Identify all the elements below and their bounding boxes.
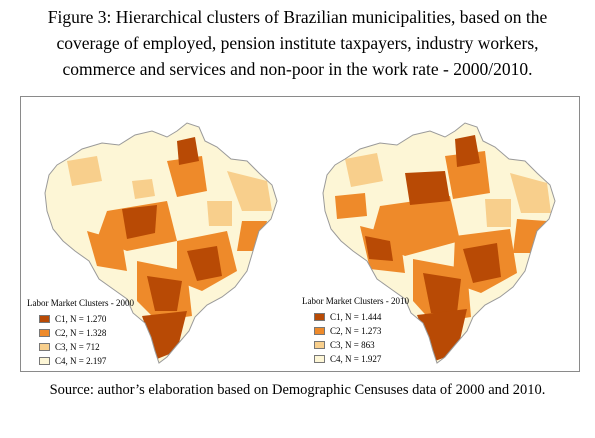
legend-label: C1, N = 1.270 bbox=[55, 313, 107, 324]
legend-label: C2, N = 1.273 bbox=[330, 325, 382, 336]
legend-item-c3: C3, N = 863 bbox=[314, 338, 409, 352]
maps-frame: Labor Market Clusters - 2000 C1, N = 1.2… bbox=[20, 96, 580, 372]
legend-label: C3, N = 712 bbox=[55, 341, 100, 352]
map-2000 bbox=[27, 101, 297, 367]
source-note: Source: author’s elaboration based on De… bbox=[49, 382, 546, 398]
legend-2010: Labor Market Clusters - 2010 C1, N = 1.4… bbox=[302, 296, 409, 366]
legend-swatch bbox=[39, 343, 50, 351]
legend-title: Labor Market Clusters - 2010 bbox=[302, 296, 409, 306]
legend-item-c2: C2, N = 1.328 bbox=[39, 326, 134, 340]
legend-item-c1: C1, N = 1.444 bbox=[314, 310, 409, 324]
legend-swatch bbox=[314, 327, 325, 335]
caption-line-2: coverage of employed, pension institute … bbox=[56, 33, 539, 53]
legend-item-c4: C4, N = 1.927 bbox=[314, 352, 409, 366]
legend-label: C4, N = 1.927 bbox=[330, 353, 382, 364]
legend-swatch bbox=[39, 315, 50, 323]
legend-item-c3: C3, N = 712 bbox=[39, 340, 134, 354]
brazil-map-2010-svg bbox=[322, 122, 556, 364]
legend-swatch bbox=[314, 341, 325, 349]
legend-label: C1, N = 1.444 bbox=[330, 311, 382, 322]
legend-swatch bbox=[314, 355, 325, 363]
caption-line-1: Figure 3: Hierarchical clusters of Brazi… bbox=[47, 7, 548, 27]
legend-swatch bbox=[39, 357, 50, 365]
legend-label: C2, N = 1.328 bbox=[55, 327, 107, 338]
legend-label: C4, N = 2.197 bbox=[55, 355, 107, 366]
legend-swatch bbox=[314, 313, 325, 321]
legend-item-c2: C2, N = 1.273 bbox=[314, 324, 409, 338]
legend-item-c1: C1, N = 1.270 bbox=[39, 312, 134, 326]
caption-line-3: commerce and services and non-poor in th… bbox=[62, 59, 533, 79]
brazil-map-2000-svg bbox=[44, 122, 278, 364]
legend-label: C3, N = 863 bbox=[330, 339, 375, 350]
legend-title: Labor Market Clusters - 2000 bbox=[27, 298, 134, 308]
legend-swatch bbox=[39, 329, 50, 337]
figure-caption: Figure 3: Hierarchical clusters of Brazi… bbox=[0, 4, 595, 82]
map-2010 bbox=[305, 101, 575, 367]
legend-2000: Labor Market Clusters - 2000 C1, N = 1.2… bbox=[27, 298, 134, 368]
legend-item-c4: C4, N = 2.197 bbox=[39, 354, 134, 368]
